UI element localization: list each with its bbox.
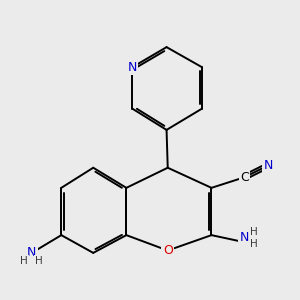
Text: N: N (240, 231, 249, 244)
Text: H: H (20, 256, 28, 266)
Text: N: N (264, 159, 273, 172)
Text: H: H (35, 256, 43, 266)
Text: C: C (240, 171, 249, 184)
Text: H: H (250, 239, 258, 249)
Text: N: N (27, 246, 36, 260)
Text: N: N (128, 61, 137, 74)
Text: O: O (163, 244, 173, 257)
Text: H: H (250, 227, 258, 237)
